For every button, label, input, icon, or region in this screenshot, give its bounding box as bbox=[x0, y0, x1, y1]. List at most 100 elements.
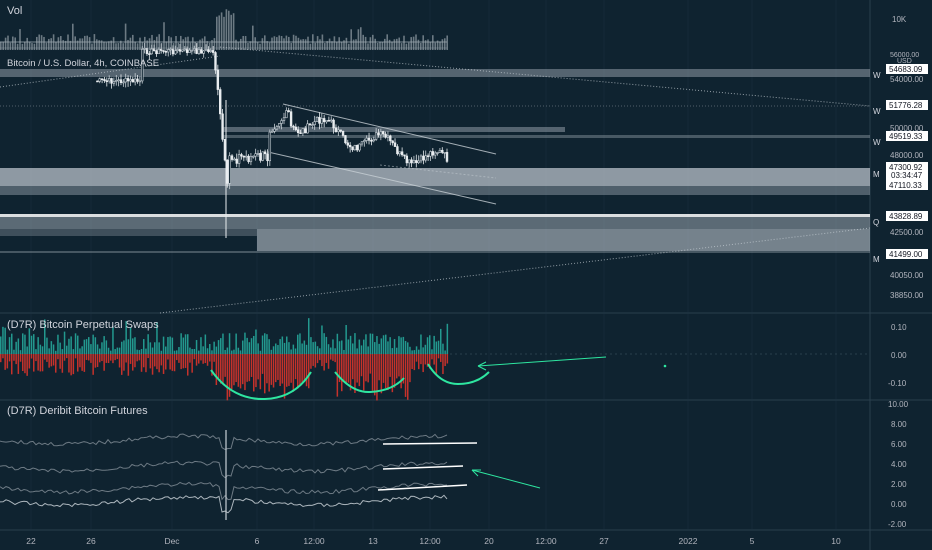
swaps-bar bbox=[105, 354, 108, 363]
swaps-bar bbox=[279, 354, 281, 387]
swaps-bar bbox=[365, 334, 367, 354]
swaps-bar bbox=[294, 348, 297, 354]
volume-bar bbox=[208, 42, 211, 50]
volume-bar bbox=[69, 40, 72, 50]
swaps-bar bbox=[314, 341, 317, 354]
swaps-bar bbox=[341, 354, 343, 392]
candle-body bbox=[103, 79, 106, 81]
swaps-bar bbox=[209, 344, 211, 354]
swaps-bar bbox=[228, 333, 231, 354]
swaps-bar bbox=[145, 354, 147, 373]
swaps-bar bbox=[165, 346, 167, 354]
swaps-bar bbox=[233, 349, 235, 354]
volume-bar bbox=[232, 13, 235, 50]
swaps-bar bbox=[387, 341, 389, 354]
volume-bar bbox=[252, 25, 254, 50]
swaps-bar bbox=[193, 354, 196, 360]
volume-bar bbox=[357, 29, 360, 50]
swaps-tick-2: 0.00 bbox=[891, 351, 907, 360]
swaps-bar bbox=[389, 354, 391, 377]
volume-bar bbox=[261, 38, 264, 50]
volume-bar bbox=[410, 37, 412, 50]
swaps-bar bbox=[334, 354, 336, 363]
candle-body bbox=[197, 49, 201, 54]
candle-body bbox=[306, 123, 309, 134]
price-axis[interactable]: 10K 56000.00 USD 54000.00 50000.00 48000… bbox=[890, 15, 924, 300]
swaps-bar bbox=[143, 354, 145, 368]
swaps-bar bbox=[213, 354, 215, 362]
volume-bar bbox=[211, 40, 213, 50]
swaps-bar bbox=[15, 354, 17, 365]
candle-body bbox=[301, 128, 305, 134]
swaps-bar bbox=[429, 354, 431, 369]
swaps-bar bbox=[191, 354, 193, 373]
volume-bar bbox=[31, 43, 33, 50]
swaps-bar bbox=[327, 354, 330, 369]
volume-bar bbox=[336, 41, 338, 50]
swaps-bar bbox=[52, 344, 55, 354]
futures-annotation-lines bbox=[377, 442, 478, 491]
swaps-bar bbox=[46, 337, 48, 354]
swaps-bar bbox=[2, 326, 4, 354]
swaps-bar bbox=[191, 349, 193, 354]
swaps-bar bbox=[321, 325, 323, 354]
time-tick: 27 bbox=[599, 536, 609, 546]
weekly-zone-1 bbox=[0, 69, 870, 77]
swaps-bar bbox=[160, 350, 163, 354]
volume-bar bbox=[244, 36, 247, 50]
swaps-bar bbox=[46, 354, 48, 362]
volume-bar bbox=[331, 41, 333, 50]
swaps-axis: 0.10 0.00 -0.10 bbox=[888, 323, 907, 388]
swaps-bar bbox=[431, 349, 433, 354]
swaps-bar bbox=[187, 334, 189, 354]
volume-bar bbox=[379, 41, 381, 50]
volume-bar bbox=[266, 41, 268, 50]
volume-bar bbox=[55, 41, 57, 50]
volume-bar bbox=[12, 36, 14, 50]
swaps-bar bbox=[261, 354, 264, 374]
candle-body bbox=[270, 131, 274, 133]
swaps-bar bbox=[35, 349, 37, 354]
price-tags: 54683.09 W 51776.28 W 49519.33 W 47300.9… bbox=[873, 64, 928, 264]
swaps-bar bbox=[237, 354, 240, 387]
volume-bar bbox=[326, 41, 328, 50]
time-axis[interactable]: 22 26 Dec 6 12:00 13 12:00 20 12:00 27 2… bbox=[26, 536, 841, 546]
volume-bar bbox=[168, 36, 170, 50]
swaps-bar bbox=[246, 337, 248, 354]
swaps-bar bbox=[0, 336, 2, 354]
swaps-bar bbox=[8, 354, 11, 362]
futures-tick-7: -2.00 bbox=[888, 520, 907, 529]
volume-bar bbox=[141, 42, 144, 50]
candle-body bbox=[211, 50, 215, 53]
volume-bar bbox=[112, 37, 115, 50]
swaps-bar bbox=[446, 323, 449, 354]
volume-bar bbox=[117, 43, 120, 50]
futures-tick-2: 8.00 bbox=[891, 420, 907, 429]
swaps-bar bbox=[301, 354, 303, 384]
swaps-bar bbox=[237, 347, 240, 354]
candle-body bbox=[98, 78, 101, 82]
swaps-bar bbox=[127, 354, 130, 376]
swaps-bar bbox=[77, 354, 79, 372]
swaps-bar bbox=[356, 354, 358, 383]
swaps-bar bbox=[171, 337, 174, 354]
swaps-pane-title: (D7R) Bitcoin Perpetual Swaps bbox=[7, 319, 159, 331]
candle-body bbox=[426, 155, 430, 158]
swaps-bar bbox=[206, 348, 209, 354]
candle-body bbox=[185, 48, 189, 53]
volume-bar bbox=[319, 39, 321, 50]
swaps-bar bbox=[231, 350, 233, 354]
swaps-bar bbox=[374, 342, 376, 354]
swaps-bar bbox=[391, 348, 394, 354]
swaps-bar bbox=[250, 338, 253, 354]
volume-tick: 10K bbox=[892, 15, 907, 24]
swaps-bar bbox=[169, 336, 171, 354]
quarterly-line bbox=[0, 214, 870, 217]
candle-body bbox=[216, 69, 220, 90]
swaps-bar bbox=[28, 354, 31, 369]
time-tick: 5 bbox=[750, 536, 755, 546]
volume-bar bbox=[249, 41, 252, 50]
volume-bar bbox=[391, 41, 393, 50]
swaps-bar bbox=[380, 354, 383, 394]
